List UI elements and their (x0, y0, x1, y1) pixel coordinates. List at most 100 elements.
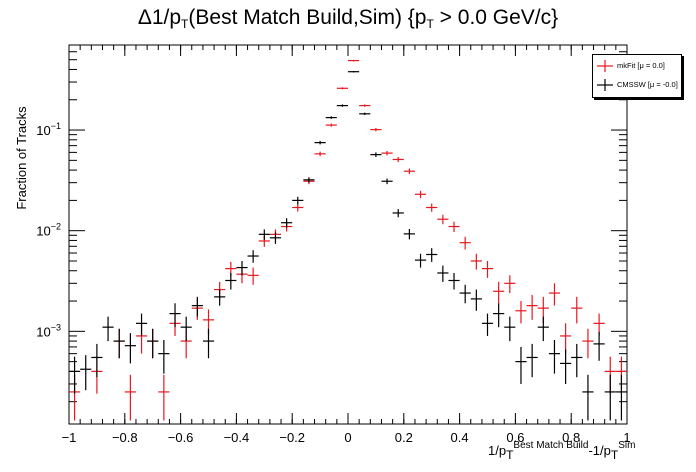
x-tick-label: 0 (344, 430, 351, 445)
data-point (202, 328, 215, 359)
plot-frame (68, 44, 628, 425)
data-point (414, 253, 427, 268)
title-prefix: Δ1/p (137, 6, 182, 29)
plot-border (68, 44, 628, 425)
data-point (493, 281, 505, 304)
data-point (281, 218, 293, 228)
x-axis-label: 1/pTBest Match Build-1/pTSim (488, 440, 635, 462)
data-point (548, 283, 561, 306)
data-point (269, 232, 282, 244)
data-point (403, 168, 415, 175)
data-point (91, 343, 103, 378)
data-point (214, 289, 226, 306)
data-point (147, 328, 159, 359)
x-tick-label: −1 (62, 430, 77, 445)
data-point (336, 104, 348, 107)
data-point (359, 104, 371, 107)
x-tick-label: −0.8 (112, 430, 138, 445)
data-point (169, 303, 181, 328)
x-tick-label: −0.6 (168, 430, 194, 445)
y-tick-label: 10−2 (36, 222, 61, 239)
data-point (370, 152, 382, 157)
data-point (548, 340, 561, 374)
data-point (236, 260, 248, 276)
data-point (314, 151, 326, 157)
data-point (370, 127, 382, 132)
data-point (448, 272, 460, 290)
x-label-a: 1/p (488, 443, 507, 458)
data-point (437, 265, 449, 282)
data-point (292, 196, 304, 205)
y-axis: 10−3 10−2 10−1 (36, 51, 627, 403)
data-point (303, 177, 315, 183)
data-point (348, 59, 360, 62)
legend-entry-mkfit: mkFit [μ = 0.0] (593, 57, 681, 75)
data-point (247, 250, 259, 263)
data-point (515, 301, 527, 324)
title-sub-2: T (426, 17, 434, 31)
data-point (493, 303, 505, 328)
chart-title: Δ1/pT(Best Match Build,Sim) {pT > 0.0 Ge… (0, 6, 696, 31)
data-point (593, 331, 605, 361)
data-point (615, 374, 627, 421)
data-point (124, 374, 136, 421)
legend-label-mkfit: mkFit [μ = 0.0] (617, 61, 665, 70)
data-point (459, 236, 471, 250)
legend: mkFit [μ = 0.0] CMSSW [μ = -0.0] (592, 54, 682, 98)
data-point (604, 374, 616, 421)
series-cmssw (69, 70, 627, 421)
data-point (459, 284, 471, 304)
x-tick-label: 0.2 (395, 430, 413, 445)
data-point (537, 316, 549, 342)
data-point (124, 333, 136, 364)
data-point (191, 296, 203, 317)
data-point (325, 116, 337, 119)
data-point (359, 112, 371, 116)
data-point (582, 328, 594, 359)
x-tick-label: 0.4 (451, 430, 469, 445)
x-label-b-sub: T (610, 448, 619, 462)
data-point (481, 313, 494, 336)
data-point (180, 316, 192, 342)
data-point (481, 260, 494, 278)
y-tick-label: 10−1 (36, 121, 61, 138)
data-point (381, 178, 393, 185)
series-layer (69, 59, 627, 421)
data-point (348, 70, 360, 73)
data-point (80, 355, 92, 391)
data-point (571, 343, 583, 378)
data-point (560, 349, 572, 384)
data-point (135, 313, 148, 336)
data-point (526, 343, 538, 378)
legend-label-cmssw: CMSSW [μ = -0.0] (617, 80, 678, 89)
legend-marker-mkfit (597, 60, 613, 72)
x-tick-label: −0.2 (279, 430, 305, 445)
data-point (515, 346, 527, 384)
data-point (504, 316, 516, 342)
data-point (336, 87, 348, 90)
x-tick-label: 0.8 (562, 430, 580, 445)
data-point (392, 156, 404, 163)
data-point (247, 267, 259, 285)
x-label-b-sup: Sim (618, 440, 636, 451)
data-point (392, 209, 404, 218)
x-tick-label: 0.6 (506, 430, 524, 445)
data-point (470, 289, 482, 311)
data-point (426, 203, 438, 212)
data-point (437, 214, 449, 225)
data-point (403, 228, 415, 240)
legend-marker-cmssw (597, 79, 613, 91)
title-suffix: > 0.0 GeV/c} (433, 6, 559, 29)
data-point (504, 275, 516, 294)
data-point (381, 150, 393, 156)
data-point (158, 340, 170, 374)
data-point (158, 374, 170, 421)
data-point (292, 203, 304, 212)
x-tick-label: 1 (623, 430, 630, 445)
data-point (113, 328, 125, 359)
data-point (325, 123, 337, 127)
data-point (571, 296, 583, 324)
data-point (448, 221, 460, 233)
data-point (314, 140, 326, 145)
